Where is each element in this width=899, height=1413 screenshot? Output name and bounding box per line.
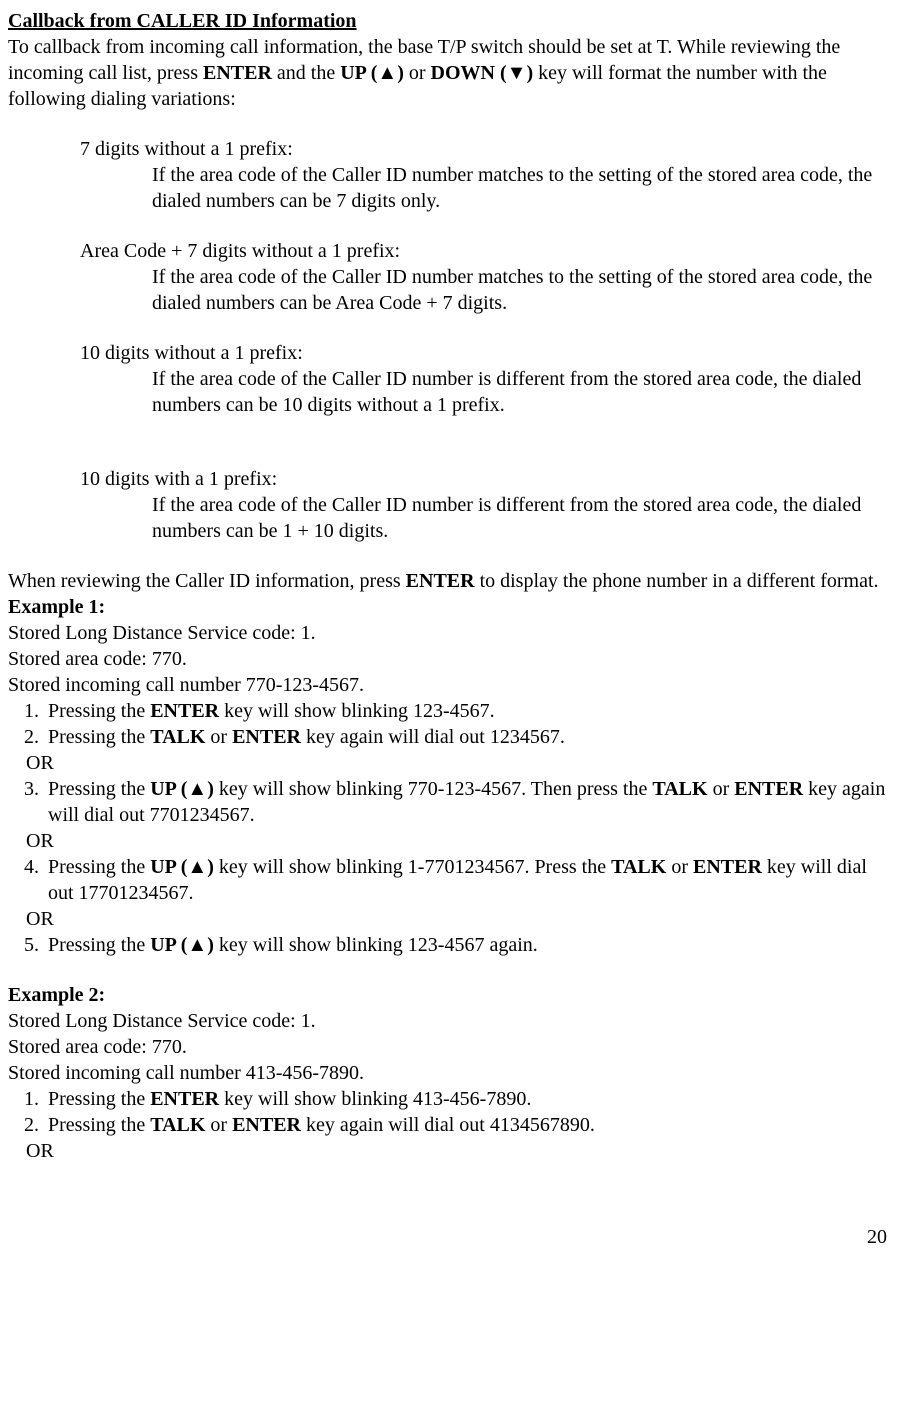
example-1-line: Stored area code: 770.	[8, 646, 887, 672]
or-separator: OR	[26, 828, 887, 854]
intro-paragraph: To callback from incoming call informati…	[8, 34, 887, 112]
key-enter: ENTER	[232, 726, 301, 748]
key-talk: TALK	[150, 1114, 205, 1136]
variation-body: If the area code of the Caller ID number…	[152, 162, 887, 214]
or-separator: OR	[26, 750, 887, 776]
or-separator: OR	[26, 1138, 887, 1164]
step-text: key will show blinking 123-4567 again.	[214, 934, 538, 956]
step-text: Pressing the	[48, 1088, 150, 1110]
step-text: Pressing the	[48, 856, 150, 878]
variation-head: Area Code + 7 digits without a 1 prefix:	[80, 238, 887, 264]
key-up: UP (▲)	[150, 856, 214, 878]
review-text: When reviewing the Caller ID information…	[8, 570, 406, 592]
list-item: Pressing the UP (▲) key will show blinki…	[44, 854, 887, 906]
variation-head: 10 digits with a 1 prefix:	[80, 466, 887, 492]
variation-body: If the area code of the Caller ID number…	[152, 264, 887, 316]
page-number: 20	[8, 1224, 887, 1250]
step-text: key will show blinking 123-4567.	[219, 700, 495, 722]
example-1-steps: Pressing the ENTER key will show blinkin…	[8, 698, 887, 750]
key-enter: ENTER	[406, 570, 475, 592]
variation-body: If the area code of the Caller ID number…	[152, 492, 887, 544]
key-down: DOWN (▼)	[431, 62, 534, 84]
key-up: UP (▲)	[340, 62, 404, 84]
key-talk: TALK	[652, 778, 707, 800]
key-enter: ENTER	[203, 62, 272, 84]
list-item: Pressing the UP (▲) key will show blinki…	[44, 776, 887, 828]
step-text: or	[205, 1114, 232, 1136]
key-enter: ENTER	[232, 1114, 301, 1136]
list-item: Pressing the TALK or ENTER key again wil…	[44, 1112, 887, 1138]
example-2-line: Stored area code: 770.	[8, 1034, 887, 1060]
example-1-label: Example 1:	[8, 594, 887, 620]
step-text: Pressing the	[48, 1114, 150, 1136]
intro-text: and the	[272, 62, 340, 84]
example-2-steps: Pressing the ENTER key will show blinkin…	[8, 1086, 887, 1138]
step-text: or	[666, 856, 693, 878]
example-1-line: Stored Long Distance Service code: 1.	[8, 620, 887, 646]
review-paragraph: When reviewing the Caller ID information…	[8, 568, 887, 594]
variation-head: 10 digits without a 1 prefix:	[80, 340, 887, 366]
step-text: key will show blinking 413-456-7890.	[219, 1088, 531, 1110]
intro-text: or	[404, 62, 431, 84]
step-text: Pressing the	[48, 778, 150, 800]
key-talk: TALK	[150, 726, 205, 748]
example-2-line: Stored incoming call number 413-456-7890…	[8, 1060, 887, 1086]
example-1-steps: Pressing the UP (▲) key will show blinki…	[8, 776, 887, 828]
key-up: UP (▲)	[150, 778, 214, 800]
variation-head: 7 digits without a 1 prefix:	[80, 136, 887, 162]
section-title: Callback from CALLER ID Information	[8, 8, 887, 34]
list-item: Pressing the TALK or ENTER key again wil…	[44, 724, 887, 750]
example-1-steps: Pressing the UP (▲) key will show blinki…	[8, 854, 887, 906]
step-text: or	[708, 778, 735, 800]
example-1-line: Stored incoming call number 770-123-4567…	[8, 672, 887, 698]
list-item: Pressing the ENTER key will show blinkin…	[44, 1086, 887, 1112]
example-2-label: Example 2:	[8, 982, 887, 1008]
step-text: Pressing the	[48, 700, 150, 722]
example-2-line: Stored Long Distance Service code: 1.	[8, 1008, 887, 1034]
key-enter: ENTER	[693, 856, 762, 878]
key-talk: TALK	[611, 856, 666, 878]
key-enter: ENTER	[150, 1088, 219, 1110]
step-text: key again will dial out 4134567890.	[301, 1114, 595, 1136]
list-item: Pressing the UP (▲) key will show blinki…	[44, 932, 887, 958]
list-item: Pressing the ENTER key will show blinkin…	[44, 698, 887, 724]
variation-body: If the area code of the Caller ID number…	[152, 366, 887, 418]
step-text: key again will dial out 1234567.	[301, 726, 565, 748]
key-enter: ENTER	[150, 700, 219, 722]
review-text: to display the phone number in a differe…	[475, 570, 879, 592]
step-text: key will show blinking 770-123-4567. The…	[214, 778, 652, 800]
key-enter: ENTER	[734, 778, 803, 800]
step-text: or	[205, 726, 232, 748]
step-text: Pressing the	[48, 726, 150, 748]
example-1-steps: Pressing the UP (▲) key will show blinki…	[8, 932, 887, 958]
key-up: UP (▲)	[150, 934, 214, 956]
step-text: Pressing the	[48, 934, 150, 956]
step-text: key will show blinking 1-7701234567. Pre…	[214, 856, 611, 878]
or-separator: OR	[26, 906, 887, 932]
